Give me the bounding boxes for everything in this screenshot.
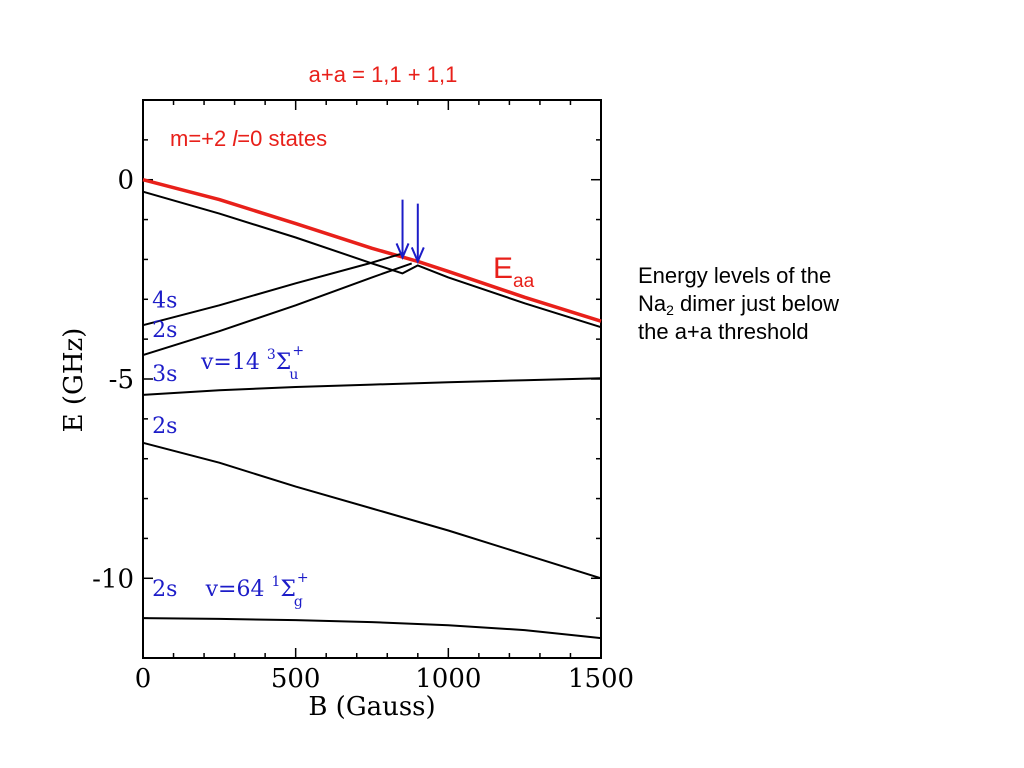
chart-title: a+a = 1,1 + 1,1 (309, 62, 458, 87)
chart-subtitle: m=+2 l=0 states (170, 126, 327, 151)
plot-axes: 0 500 1000 1500 0 -5 -10 (92, 99, 634, 694)
caption-line-2: Na2 dimer just below (638, 290, 938, 318)
x-tick-label: 0 (135, 664, 152, 694)
energy-level-line (142, 377, 602, 396)
arrow-marker (410, 203, 425, 264)
threshold-label-sub: aa (513, 271, 535, 292)
labels-layer: 4s 2s 3s 2s 2s v=14 3Σu+ v=64 1Σg+ (152, 199, 425, 610)
threshold-line (142, 178, 602, 323)
energy-level-line (142, 262, 413, 357)
x-axis-label: B (Gauss) (308, 692, 435, 722)
subtitle-italic: l (232, 126, 238, 151)
x-tick-label: 1000 (415, 664, 481, 694)
subtitle-prefix: m=+2 (170, 126, 232, 151)
caption-line-2-rest: dimer just below (673, 291, 839, 316)
arrow-marker (395, 199, 410, 260)
x-tick-label: 500 (271, 664, 321, 694)
caption: Energy levels of the Na2 dimer just belo… (638, 262, 938, 346)
state-label: 2s (152, 577, 177, 602)
threshold-label-main: E (493, 252, 513, 285)
energy-level-line (142, 441, 602, 580)
caption-na: Na (638, 291, 667, 316)
state-label: 2s (152, 414, 177, 439)
state-label: 4s (152, 288, 177, 313)
energy-level-line (142, 190, 602, 329)
series-layer (142, 178, 602, 640)
vibrational-label: v=64 1Σg+ (205, 570, 309, 610)
energy-level-line (142, 617, 602, 640)
plot-frame (142, 99, 602, 659)
x-tick-label: 1500 (568, 664, 634, 694)
caption-line-3: the a+a threshold (638, 319, 809, 344)
y-axis-label: E (GHz) (59, 328, 89, 433)
y-tick-label: -5 (109, 365, 134, 395)
caption-subscript: 2 (666, 302, 674, 318)
state-label: 3s (152, 362, 177, 387)
y-tick-label: -10 (92, 564, 134, 594)
caption-line-1: Energy levels of the (638, 263, 832, 288)
subtitle-suffix: =0 states (237, 126, 327, 151)
y-tick-label: 0 (117, 166, 134, 196)
state-label: 2s (152, 318, 177, 343)
vibrational-label: v=14 3Σu+ (200, 343, 304, 383)
threshold-label: Eaa (493, 252, 535, 292)
energy-level-line (142, 252, 403, 327)
